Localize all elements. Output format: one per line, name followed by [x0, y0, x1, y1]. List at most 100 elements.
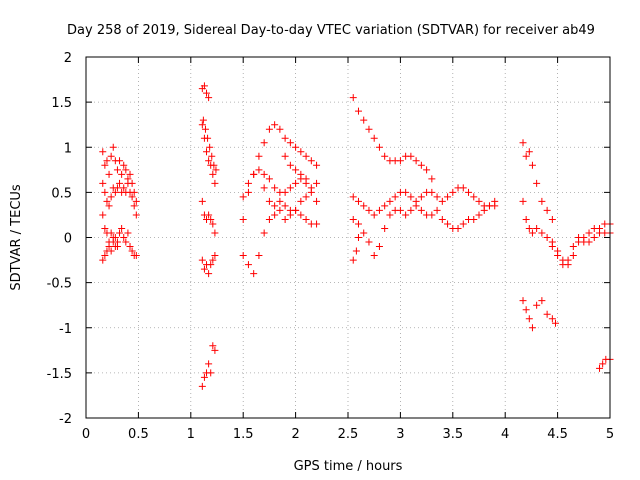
y-tick-label: 0.5 — [51, 186, 72, 201]
data-point — [99, 256, 107, 264]
data-point — [265, 175, 273, 183]
data-point — [381, 224, 389, 232]
data-point — [207, 369, 215, 377]
data-point — [407, 206, 415, 214]
data-point — [281, 134, 289, 142]
data-point — [111, 243, 119, 251]
data-point — [449, 188, 457, 196]
data-point — [349, 193, 357, 201]
series-arc-2.55-3.92-b — [349, 184, 499, 219]
x-tick-label: 3 — [396, 427, 404, 442]
x-axis-label: GPS time / hours — [294, 459, 403, 474]
data-point — [365, 206, 373, 214]
data-point — [211, 229, 219, 237]
data-point — [122, 166, 130, 174]
series-arc-1.48-2.25-e — [281, 152, 310, 183]
series-arc-4.15-5.00-d — [519, 297, 560, 332]
data-point — [281, 152, 289, 160]
data-point — [103, 247, 111, 255]
data-point — [370, 134, 378, 142]
data-point — [396, 206, 404, 214]
y-tick-label: -1 — [59, 322, 72, 337]
data-point — [124, 229, 132, 237]
series-arc-1.10-1.25-a — [198, 82, 220, 174]
data-point — [522, 215, 530, 223]
data-point — [198, 121, 206, 129]
data-point — [386, 197, 394, 205]
data-point — [585, 238, 593, 246]
data-point — [116, 229, 124, 237]
data-point — [313, 197, 321, 205]
data-point — [370, 252, 378, 260]
data-point — [209, 170, 217, 178]
data-point — [375, 206, 383, 214]
data-point — [126, 170, 134, 178]
data-point — [239, 252, 247, 260]
data-point — [559, 261, 567, 269]
data-point — [207, 161, 215, 169]
data-point — [255, 152, 263, 160]
series-arc-1.10-1.25-b — [198, 121, 219, 187]
data-point — [554, 252, 562, 260]
data-point — [207, 215, 215, 223]
data-point — [354, 220, 362, 228]
data-point — [354, 234, 362, 241]
data-point — [407, 193, 415, 201]
tick-labels: 0 0.5 1 1.5 2 2.5 3 3.5 4 4.5 5 -2 -1.5 -1 -0.5 0 0.5 1 1.… — [47, 51, 615, 442]
y-tick-label: 1.5 — [51, 96, 72, 111]
axis-ticks — [85, 56, 611, 419]
data-point — [519, 197, 527, 205]
data-point — [99, 211, 107, 219]
data-point — [396, 157, 404, 165]
data-point — [281, 215, 289, 223]
data-point — [244, 179, 252, 187]
data-point — [198, 382, 206, 390]
data-point — [122, 238, 130, 246]
data-point — [522, 306, 530, 314]
series-arc-4.15-5.00-b — [519, 197, 614, 269]
data-point — [302, 193, 310, 201]
data-point — [198, 256, 206, 264]
data-point — [543, 206, 551, 214]
data-point — [128, 247, 136, 255]
data-point — [118, 170, 126, 178]
data-point — [265, 197, 273, 205]
data-point — [103, 157, 111, 165]
series-arc-1.10-1.25-e — [198, 342, 219, 390]
data-point — [307, 157, 315, 165]
series-arc-0.15-0.50-c — [99, 211, 140, 260]
data-point — [313, 161, 321, 169]
data-point — [260, 170, 268, 178]
data-point — [113, 166, 121, 174]
data-point — [200, 373, 208, 381]
data-point — [417, 206, 425, 214]
y-axis-label: SDTVAR / TECUs — [9, 184, 24, 291]
series-arc-2.55-3.92-d — [349, 234, 362, 264]
data-point — [200, 134, 208, 142]
data-point — [528, 229, 536, 237]
x-tick-label: 2 — [291, 427, 299, 442]
data-point — [260, 139, 268, 147]
data-point — [465, 188, 473, 196]
data-point — [543, 310, 551, 318]
data-point — [101, 224, 109, 232]
data-point — [417, 161, 425, 169]
x-tick-label: 4.5 — [547, 427, 568, 442]
data-point — [297, 148, 305, 156]
data-point — [292, 166, 300, 174]
data-point — [370, 211, 378, 219]
data-point — [99, 179, 107, 187]
data-point — [271, 121, 279, 129]
data-point — [130, 202, 138, 210]
data-point — [212, 166, 220, 174]
data-point — [375, 243, 383, 251]
data-point — [265, 215, 273, 223]
data-point — [352, 247, 360, 255]
data-point — [349, 94, 357, 102]
data-point — [428, 175, 436, 183]
data-point — [354, 197, 362, 205]
data-point — [391, 193, 399, 201]
data-point — [569, 252, 577, 260]
data-point — [349, 256, 357, 264]
data-point — [475, 197, 483, 205]
